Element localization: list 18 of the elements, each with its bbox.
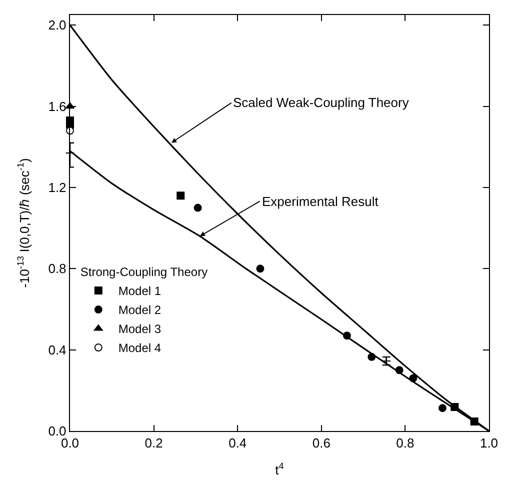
x-tick-label: 0.8: [396, 436, 414, 451]
y-tick-label: 0.8: [48, 261, 66, 276]
legend-title: Strong-Coupling Theory: [80, 265, 208, 280]
x-tick-label: 0.4: [228, 436, 247, 451]
legend-label: Model 3: [118, 322, 162, 336]
y-tick-label: 1.2: [48, 180, 66, 196]
legend-label: Model 2: [118, 303, 162, 318]
x-axis-title: t$^{4}$: [275, 460, 284, 478]
legend-label: Model 4: [118, 341, 162, 356]
x-tick-label: 0.6: [312, 436, 330, 451]
legend-label: Model 1: [118, 284, 162, 298]
y-tick-label: 2.0: [48, 18, 66, 33]
y-tick-label: 0.4: [48, 342, 66, 358]
y-tick-label: 1.6: [48, 98, 66, 114]
annotation: Experimental Result: [262, 194, 379, 209]
x-tick-label: 1.0: [480, 436, 498, 451]
annotation: Scaled Weak-Coupling Theory: [233, 95, 410, 110]
x-tick-label: 0.2: [144, 436, 163, 451]
